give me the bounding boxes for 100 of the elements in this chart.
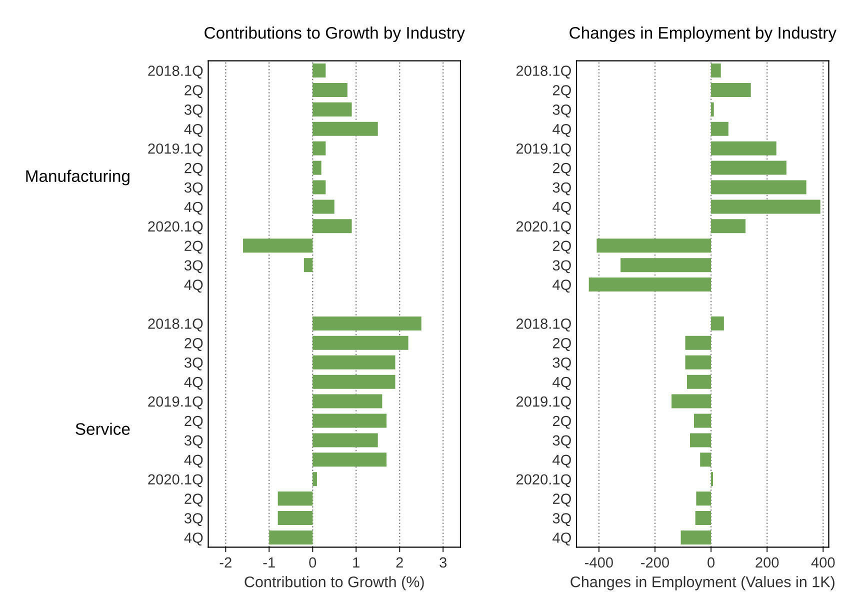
bar [243,238,313,253]
y-tick-label: 4Q [184,454,203,468]
y-tick-label: 3Q [552,513,571,526]
y-tick-label: 2019.1Q [516,396,571,410]
x-tick-label: -200 [641,557,670,568]
y-tick-label: 2019.1Q [148,396,203,410]
x-tick-label: -400 [584,557,613,568]
bar [700,452,712,467]
y-tick-label: 2018.1Q [516,66,571,79]
bar [711,160,786,175]
y-tick-label: 2Q [552,494,571,507]
y-tick-label: 2020.1Q [148,221,203,234]
bar [672,394,712,408]
y-tick-label: 4Q [184,532,203,546]
bar [711,64,721,78]
x-tick-label: 1 [353,557,360,568]
bar [312,374,396,389]
y-tick-label: 4Q [184,202,203,215]
y-tick-label: 2020.1Q [516,474,571,488]
bar [312,394,382,408]
y-tick-label: 4Q [552,124,571,137]
y-tick-label: 4Q [184,280,203,293]
y-tick-label: 2Q [184,85,203,98]
x-tick-label: 2 [396,557,403,568]
y-tick-label: 4Q [552,202,571,215]
x-tick-label: -1 [263,557,275,568]
bar [680,530,712,544]
bar [312,336,408,350]
y-tick-label: 2Q [552,162,571,176]
y-tick-label: 3Q [552,182,571,196]
y-tick-label: 3Q [552,104,571,118]
y-tick-label: 2Q [184,338,203,351]
bar [312,102,352,116]
bar [620,258,712,272]
y-tick-label: 4Q [552,376,571,390]
y-tick-label: 2Q [184,416,203,429]
chart-title: Changes in Employment by Industry [570,26,836,42]
y-tick-label: 3Q [184,435,203,448]
y-tick-label: 2018.1Q [148,66,203,79]
y-tick-label: 4Q [552,454,571,468]
y-tick-label: 2Q [184,162,203,176]
y-tick-label: 2020.1Q [148,474,203,488]
bar [711,82,751,97]
bar [312,200,334,214]
y-tick-label: 2019.1Q [148,143,203,156]
bar [690,433,712,448]
y-tick-label: 4Q [184,124,203,137]
bar [312,414,387,428]
text: Manufacturing [26,170,130,186]
x-tick-label: 0 [708,557,715,568]
x-tick-label: 200 [756,557,779,568]
bar [711,316,724,330]
x-tick-label: 0 [309,557,316,568]
bar [711,200,820,214]
bar [312,472,317,486]
y-tick-label: 2Q [552,240,571,254]
bar [696,492,712,506]
bar [278,511,313,526]
bar [588,278,712,292]
y-tick-label: 3Q [184,513,203,526]
y-tick-label: 4Q [184,376,203,390]
bar [711,122,728,136]
bar [269,530,313,544]
y-tick-label: 3Q [552,357,571,370]
bar [312,180,326,194]
bar [711,180,806,194]
bar [711,102,714,116]
bar [312,160,322,175]
chart-title: Contributions to Growth by Industry [204,26,465,42]
x-axis-title: Changes in Employment (Values in 1K) [570,576,834,590]
y-tick-label: 2Q [552,85,571,98]
x-axis-title: Contribution to Growth (%) [244,576,424,590]
bar [304,258,313,272]
y-tick-label: 2Q [184,494,203,507]
bar [312,452,387,467]
bar [312,82,348,97]
y-tick-label: 2020.1Q [516,221,571,234]
text: Service [76,422,130,435]
bar [312,433,378,448]
x-tick-label: -2 [220,557,232,568]
bar [596,238,712,253]
bar [312,64,326,78]
bar [312,355,396,370]
bar [695,511,712,526]
bar [312,141,326,156]
bar [278,492,313,506]
y-tick-label: 2019.1Q [516,143,571,156]
x-tick-label: 3 [440,557,447,568]
bar [685,355,712,370]
y-tick-label: 2Q [184,240,203,254]
y-tick-label: 3Q [184,182,203,196]
bar [312,219,352,234]
y-tick-label: 3Q [552,435,571,448]
y-tick-label: 2Q [552,416,571,429]
y-tick-label: 2Q [552,338,571,351]
bar [685,336,712,350]
y-tick-label: 2018.1Q [148,318,203,332]
bar [686,374,712,389]
y-tick-label: 3Q [184,357,203,370]
bar [711,141,776,156]
